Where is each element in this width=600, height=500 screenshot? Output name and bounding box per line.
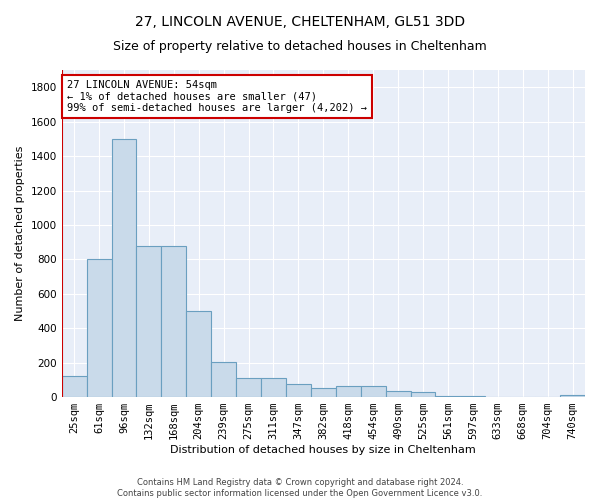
Bar [410,392,436,397]
Bar [311,388,336,397]
Text: Contains HM Land Registry data © Crown copyright and database right 2024.
Contai: Contains HM Land Registry data © Crown c… [118,478,482,498]
Bar [236,378,261,397]
Bar [286,384,311,397]
Bar [261,378,286,397]
Bar [186,311,211,397]
Text: Size of property relative to detached houses in Cheltenham: Size of property relative to detached ho… [113,40,487,53]
Y-axis label: Number of detached properties: Number of detached properties [15,146,25,321]
Text: 27, LINCOLN AVENUE, CHELTENHAM, GL51 3DD: 27, LINCOLN AVENUE, CHELTENHAM, GL51 3DD [135,15,465,29]
Bar [211,362,236,397]
Bar [436,396,460,397]
Bar [361,386,386,397]
Bar [62,376,86,397]
Bar [161,246,186,397]
Bar [386,391,410,397]
Bar [112,139,136,397]
Bar [136,246,161,397]
Bar [560,394,585,397]
X-axis label: Distribution of detached houses by size in Cheltenham: Distribution of detached houses by size … [170,445,476,455]
Bar [336,386,361,397]
Bar [86,260,112,397]
Text: 27 LINCOLN AVENUE: 54sqm
← 1% of detached houses are smaller (47)
99% of semi-de: 27 LINCOLN AVENUE: 54sqm ← 1% of detache… [67,80,367,113]
Bar [460,396,485,397]
